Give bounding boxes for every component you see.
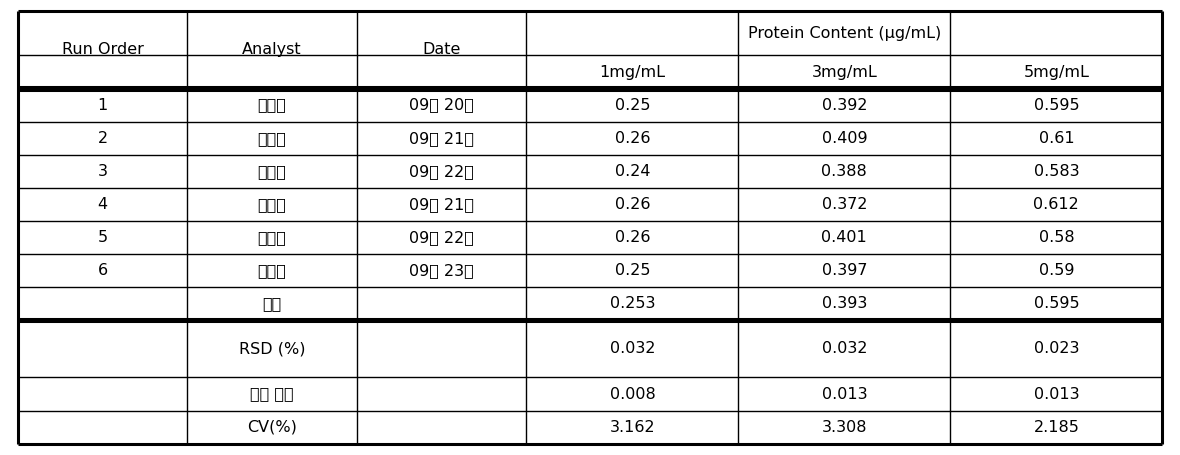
Text: Analyst: Analyst: [242, 42, 302, 57]
Text: 0.253: 0.253: [610, 296, 655, 311]
Text: 박정빈: 박정빈: [257, 98, 287, 112]
Text: 0.032: 0.032: [610, 341, 655, 356]
Text: 0.25: 0.25: [615, 263, 650, 278]
Text: 0.612: 0.612: [1034, 197, 1080, 212]
Text: 0.409: 0.409: [821, 131, 867, 146]
Text: 0.392: 0.392: [821, 98, 867, 112]
Text: 0.26: 0.26: [615, 197, 650, 212]
Text: 09월 21일: 09월 21일: [409, 197, 474, 212]
Text: 3mg/mL: 3mg/mL: [812, 65, 877, 80]
Text: 0.61: 0.61: [1038, 131, 1074, 146]
Text: 김지현: 김지현: [257, 230, 287, 245]
Text: 0.393: 0.393: [821, 296, 867, 311]
Text: 5: 5: [98, 230, 107, 245]
Text: 0.401: 0.401: [821, 230, 867, 245]
Text: Run Order: Run Order: [61, 42, 144, 57]
Text: 0.595: 0.595: [1034, 296, 1080, 311]
Text: 0.008: 0.008: [610, 386, 655, 401]
Text: 2: 2: [98, 131, 107, 146]
Text: 표준 편차: 표준 편차: [250, 386, 294, 401]
Text: 3.308: 3.308: [821, 420, 867, 435]
Text: 0.013: 0.013: [821, 386, 867, 401]
Text: 0.24: 0.24: [615, 164, 650, 179]
Text: 09월 21일: 09월 21일: [409, 131, 474, 146]
Text: 0.388: 0.388: [821, 164, 867, 179]
Text: 김지현: 김지현: [257, 131, 287, 146]
Text: 0.372: 0.372: [821, 197, 867, 212]
Text: 0.397: 0.397: [821, 263, 867, 278]
Text: 1mg/mL: 1mg/mL: [599, 65, 666, 80]
Text: 09월 20일: 09월 20일: [409, 98, 474, 112]
Text: 09월 23일: 09월 23일: [409, 263, 474, 278]
Text: 0.26: 0.26: [615, 230, 650, 245]
Text: 박정빈: 박정빈: [257, 164, 287, 179]
Text: 0.032: 0.032: [821, 341, 867, 356]
Text: 0.595: 0.595: [1034, 98, 1080, 112]
Text: 4: 4: [98, 197, 107, 212]
Text: RSD (%): RSD (%): [238, 341, 306, 356]
Text: 박정빈: 박정빈: [257, 197, 287, 212]
Text: 0.023: 0.023: [1034, 341, 1079, 356]
Text: 0.58: 0.58: [1038, 230, 1074, 245]
Text: 0.26: 0.26: [615, 131, 650, 146]
Text: CV(%): CV(%): [247, 420, 297, 435]
Text: 5mg/mL: 5mg/mL: [1023, 65, 1089, 80]
Text: 09월 22일: 09월 22일: [409, 164, 474, 179]
Text: Protein Content (μg/mL): Protein Content (μg/mL): [748, 26, 940, 41]
Text: 김지현: 김지현: [257, 263, 287, 278]
Text: 1: 1: [98, 98, 107, 112]
Text: 09월 22일: 09월 22일: [409, 230, 474, 245]
Text: Date: Date: [422, 42, 461, 57]
Text: 0.59: 0.59: [1038, 263, 1074, 278]
Text: 2.185: 2.185: [1034, 420, 1080, 435]
Text: 6: 6: [98, 263, 107, 278]
Text: 3: 3: [98, 164, 107, 179]
Text: 평균: 평균: [262, 296, 282, 311]
Text: 0.583: 0.583: [1034, 164, 1080, 179]
Text: 0.013: 0.013: [1034, 386, 1080, 401]
Text: 3.162: 3.162: [610, 420, 655, 435]
Text: 0.25: 0.25: [615, 98, 650, 112]
